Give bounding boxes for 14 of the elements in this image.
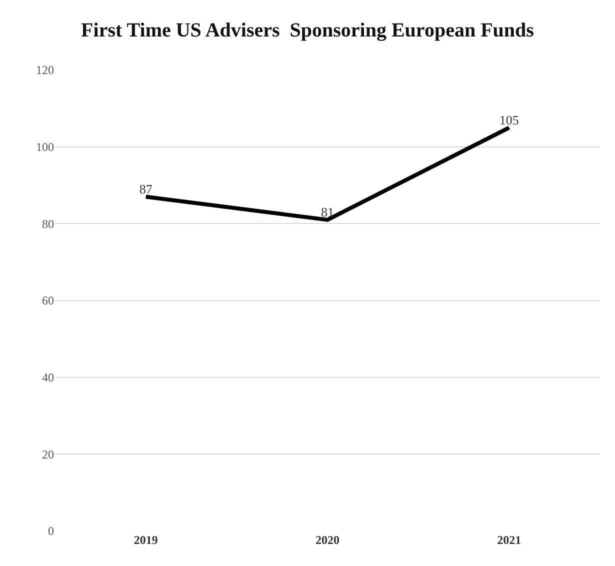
data-label: 87 <box>139 182 153 197</box>
y-tick-label: 0 <box>48 524 54 538</box>
data-label: 81 <box>321 204 334 220</box>
y-tick-label: 100 <box>36 140 54 154</box>
data-label: 105 <box>499 112 519 128</box>
chart-title: First Time US Advisers Sponsoring European Funds <box>81 20 534 42</box>
x-tick-label: 2020 <box>316 533 340 547</box>
y-tick-label: 120 <box>36 63 54 78</box>
y-tick-label: 60 <box>42 294 54 308</box>
y-tick-label: 20 <box>42 447 54 462</box>
x-tick-label: 2019 <box>134 533 158 547</box>
y-tick-label: 80 <box>42 216 54 231</box>
y-tick-label: 40 <box>42 370 54 385</box>
x-tick-label: 2021 <box>497 533 522 547</box>
